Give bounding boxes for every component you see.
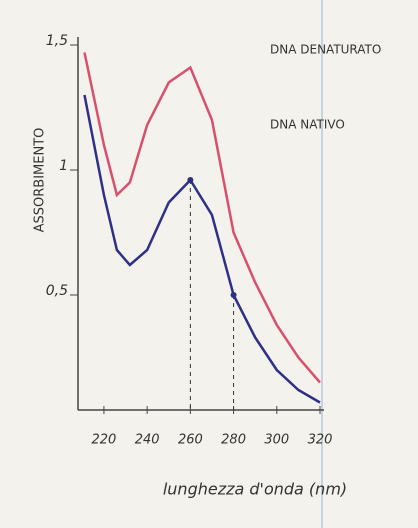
x-tick-label: 220 <box>92 433 117 448</box>
y-tick-label: 1,5 <box>46 33 68 49</box>
x-tick-label: 280 <box>221 433 246 448</box>
y-tick-label: 1 <box>59 158 68 174</box>
x-axis-label: lunghezza d'onda (nm) <box>163 480 347 499</box>
series-line <box>83 52 321 384</box>
x-tick-label: 260 <box>178 433 203 448</box>
x-tick-label: 300 <box>264 433 289 448</box>
x-tick-label: 320 <box>308 433 333 448</box>
y-axis-label: ASSORBIMENTO <box>33 128 48 233</box>
x-tick-label: 240 <box>135 433 160 448</box>
series-line <box>83 94 321 404</box>
legend-label: DNA DENATURATO <box>270 43 381 57</box>
y-tick-label: 0,5 <box>46 283 68 299</box>
legend-label: DNA NATIVO <box>270 118 345 132</box>
